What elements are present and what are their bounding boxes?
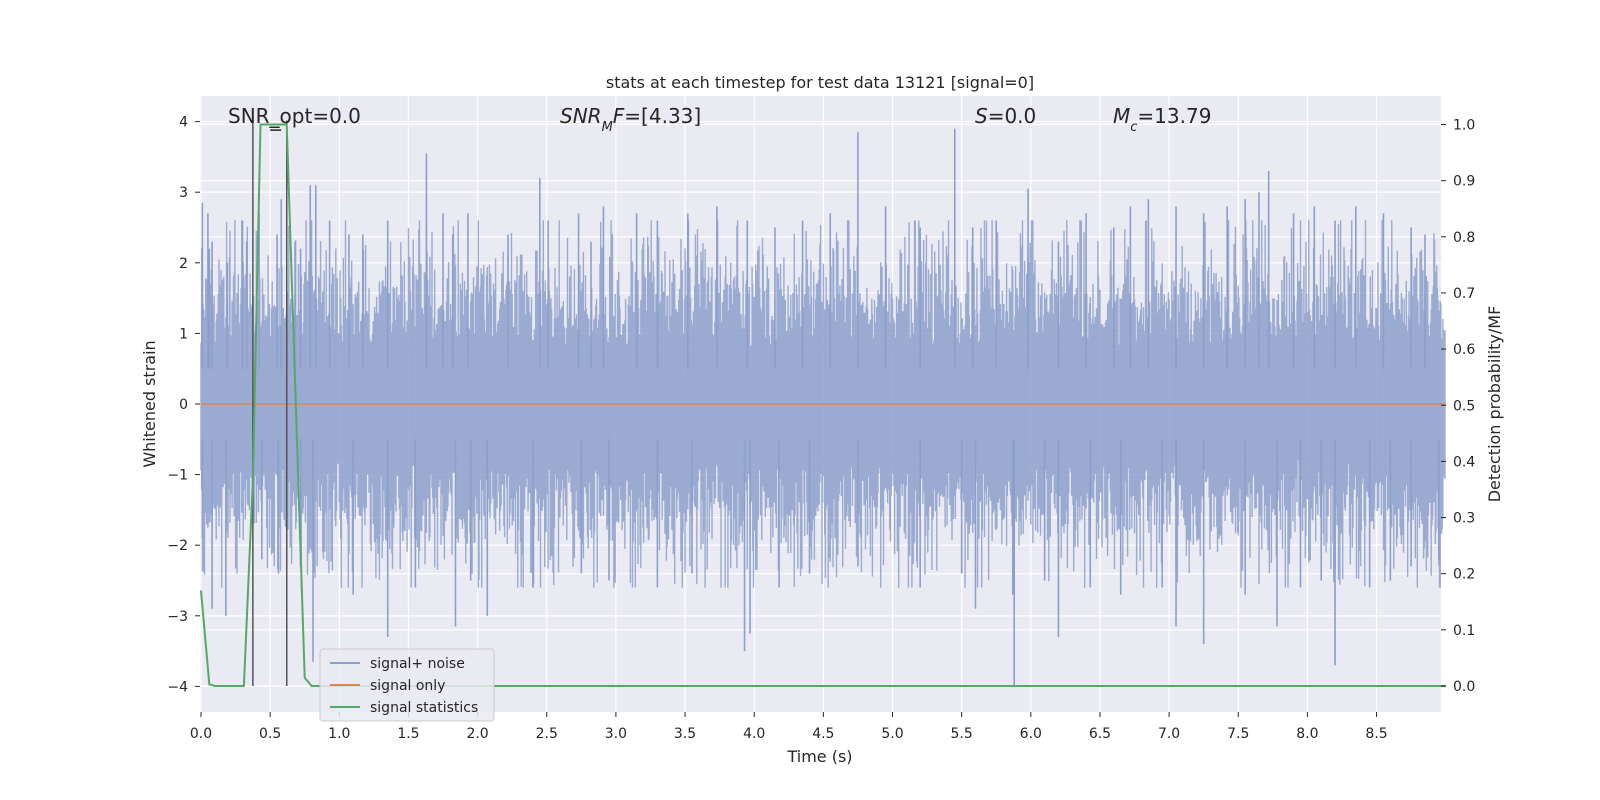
annotation-snr-mf: SNRMF=[4.33] [560, 104, 701, 135]
annotation-s-stat: S=0.0 [975, 104, 1036, 128]
legend: signal+ noise signal only signal statistic… [319, 648, 495, 722]
annotation-part: S [975, 104, 988, 128]
x-tick-label: 8.5 [1365, 726, 1387, 742]
x-tick-label: 4.5 [812, 726, 834, 742]
y-right-tick-label: 1.0 [1453, 118, 1475, 134]
annotation-part: =13.79 [1137, 104, 1211, 128]
x-tick-label: 7.5 [1227, 726, 1249, 742]
annotation-part: SNR_opt=0.0 [228, 104, 361, 128]
y-tick-label: 1 [179, 326, 188, 342]
y-right-tick-label: 0.4 [1453, 454, 1475, 470]
annotation-part: M [602, 120, 613, 135]
annotation-part: F [613, 104, 625, 128]
legend-label: signal+ noise [370, 656, 465, 672]
x-tick-label: 2.0 [466, 726, 488, 742]
legend-label: signal statistics [370, 700, 478, 716]
y-tick-label: −2 [167, 538, 188, 554]
x-tick-label: 1.0 [328, 726, 350, 742]
y-tick-label: 4 [179, 115, 188, 131]
noise-trace [200, 220, 1446, 588]
y-right-tick-label: 0.8 [1453, 230, 1475, 246]
y-axis-label-right: Detection probability/MF [1485, 306, 1504, 503]
x-ticks: 0.0 0.5 1.0 1.5 2.0 2.5 3.0 3.5 4.0 4.5 5.0 5.5 6.0 6… [190, 712, 1388, 742]
annotation-part: c [1130, 120, 1137, 135]
x-tick-label: 8.0 [1296, 726, 1318, 742]
annotation-part: SNR [560, 104, 602, 128]
y-right-tick-label: 0.6 [1453, 342, 1475, 358]
x-tick-label: 1.5 [397, 726, 419, 742]
y-ticks-left: −4 −3 −2 −1 0 1 2 3 4 [167, 115, 200, 695]
vertical-markers [252, 120, 288, 686]
annotation-part: =0.0 [988, 104, 1037, 128]
x-tick-label: 5.5 [951, 726, 973, 742]
x-axis-label: Time (s) [786, 747, 852, 766]
x-tick-label: 0.5 [259, 726, 281, 742]
x-tick-label: 3.0 [605, 726, 627, 742]
x-tick-label: 0.0 [190, 726, 212, 742]
chart-title: stats at each timestep for test data 131… [606, 73, 1034, 92]
x-tick-label: 3.5 [674, 726, 696, 742]
annotation-part: M [1113, 104, 1130, 128]
x-tick-label: 5.0 [881, 726, 903, 742]
signal-statistics-series [200, 123, 1446, 687]
y-tick-label: −3 [167, 609, 188, 625]
y-right-tick-label: 0.5 [1453, 398, 1475, 414]
x-tick-label: 6.0 [1020, 726, 1042, 742]
y-right-tick-label: 0.3 [1453, 511, 1475, 527]
signal-noise-series [200, 128, 1446, 687]
annotation-snr-opt: SNR_opt=0.0 [228, 104, 361, 128]
x-tick-label: 4.0 [743, 726, 765, 742]
annotations: SNR_opt=0.0 SNRMF=[4.33] S=0.0 Mc=13.79 [228, 104, 1211, 135]
y-right-tick-label: 0.1 [1453, 623, 1475, 639]
y-tick-label: 0 [179, 397, 188, 413]
y-right-tick-label: 0.2 [1453, 567, 1475, 583]
y-right-tick-label: 0.7 [1453, 286, 1475, 302]
x-tick-label: 6.5 [1089, 726, 1111, 742]
legend-box [319, 648, 495, 722]
legend-label: signal only [370, 678, 445, 694]
y-tick-label: 2 [179, 256, 188, 272]
y-right-tick-label: 0.9 [1453, 174, 1475, 190]
y-tick-label: 3 [179, 185, 188, 201]
y-right-tick-label: 0.0 [1453, 679, 1475, 695]
y-ticks-right: 0.0 0.1 0.2 0.3 0.4 0.5 0.6 0.7 0.8 0.9 1.0 [1441, 118, 1475, 695]
x-tick-label: 2.5 [536, 726, 558, 742]
annotation-part: =[4.33] [624, 104, 701, 128]
signal-statistics-line [200, 123, 1446, 687]
x-tick-label: 7.0 [1158, 726, 1180, 742]
y-tick-label: −4 [167, 679, 188, 695]
y-axis-label: Whitened strain [140, 340, 159, 467]
y-tick-label: −1 [167, 468, 188, 484]
annotation-chirp-mass: Mc=13.79 [1113, 104, 1211, 135]
